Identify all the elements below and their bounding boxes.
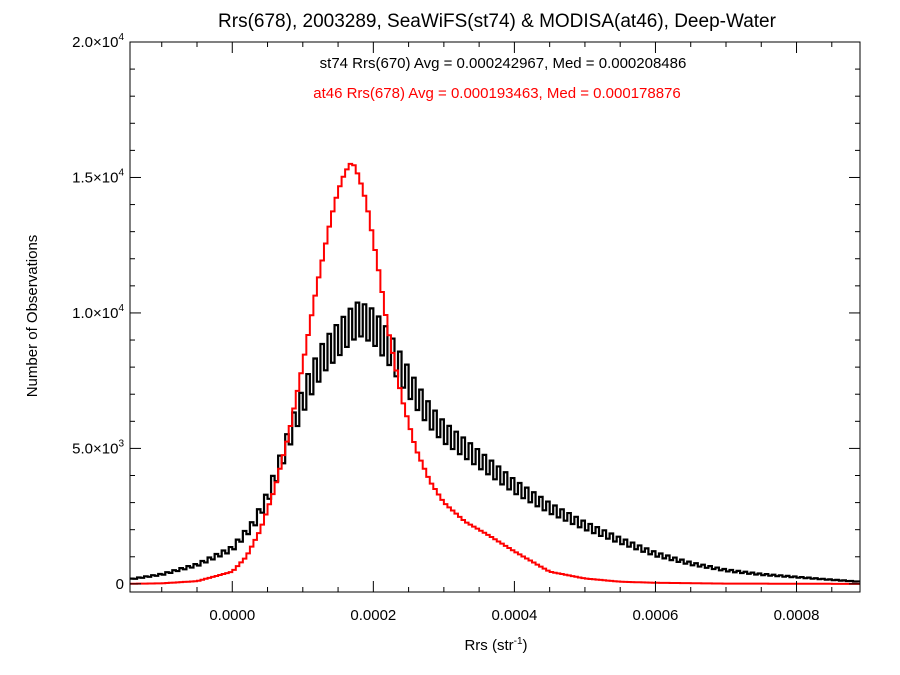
chart-title: Rrs(678), 2003289, SeaWiFS(st74) & MODIS… [218, 11, 777, 32]
x-tick-label: 0.0006 [633, 607, 679, 624]
x-tick-label: 0.0002 [350, 607, 396, 624]
series-at46-histogram [130, 162, 860, 585]
y-tick-label: 5.0×103 [72, 438, 124, 457]
y-tick-label: 1.5×104 [72, 167, 124, 186]
y-tick-labels: 0 5.0×103 1.0×104 1.5×104 2.0×104 [72, 32, 124, 593]
y-axis-label: Number of Observations [24, 235, 41, 398]
series-layer [130, 162, 860, 585]
x-tick-label: 0.0000 [209, 607, 255, 624]
annotation-st74: st74 Rrs(670) Avg = 0.000242967, Med = 0… [320, 55, 687, 72]
series-st74-histogram [130, 301, 860, 583]
x-tick-label: 0.0004 [491, 607, 537, 624]
y-tick-label: 1.0×104 [72, 303, 124, 322]
x-tick-labels: 0.0000 0.0002 0.0004 0.0006 0.0008 [209, 607, 819, 624]
ticks-layer [130, 41, 860, 592]
y-tick-label: 0 [116, 576, 124, 593]
annotation-at46: at46 Rrs(678) Avg = 0.000193463, Med = 0… [313, 85, 681, 102]
x-tick-label: 0.0008 [774, 607, 820, 624]
x-axis-label: Rrs (str-1) [464, 636, 527, 654]
y-tick-label: 2.0×104 [72, 32, 124, 51]
plot-frame [129, 41, 861, 593]
